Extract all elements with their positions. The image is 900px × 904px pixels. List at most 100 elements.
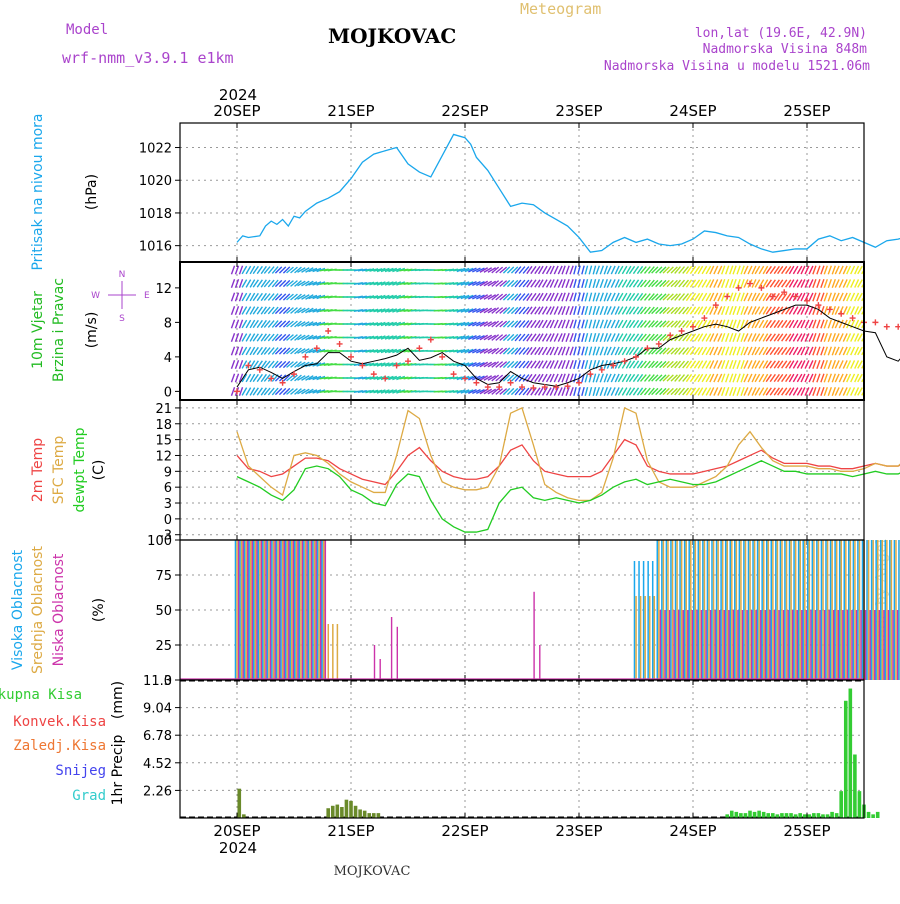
wind-arrow	[562, 374, 565, 382]
wind-arrow	[733, 266, 736, 274]
wind-gust-point	[485, 384, 491, 390]
wind-arrow	[828, 333, 831, 341]
wind-gust-point	[302, 354, 308, 360]
wind-arrow	[570, 266, 573, 274]
wind-arrow	[582, 333, 584, 342]
cloud-bar-low	[664, 610, 666, 680]
cloud-bar-low	[728, 610, 730, 680]
wind-arrow	[558, 360, 562, 368]
wind-arrow	[817, 374, 820, 382]
wind-arrow	[748, 333, 752, 341]
pressure-ytick-label: 1022	[139, 142, 172, 157]
precip-bar	[839, 791, 843, 818]
cloud-bar-mid	[763, 540, 765, 680]
wind-arrow	[718, 306, 722, 314]
wind-arrow	[611, 347, 615, 355]
wind-arrow	[235, 306, 238, 314]
wind-arrow	[835, 347, 839, 355]
wind-arrow	[722, 333, 725, 341]
cloud-bar-low	[783, 610, 785, 680]
precip-bar	[744, 813, 748, 818]
cloud-bar-low	[270, 540, 272, 680]
cloud-bar-mid	[318, 540, 320, 680]
wind-arrow	[839, 360, 843, 368]
cloud-bar-mid	[296, 540, 298, 680]
wind-arrow	[866, 361, 871, 369]
wind-arrow	[574, 279, 576, 288]
cloud-bar-mid	[690, 540, 692, 680]
wind-arrow	[589, 387, 591, 396]
wind-arrow	[714, 333, 718, 341]
wind-arrow	[869, 280, 874, 288]
cloud-bar-mid	[727, 540, 729, 680]
wind-arrow	[813, 360, 816, 368]
cloud-bar-mid	[309, 540, 311, 680]
wind-arrow	[554, 306, 558, 314]
wind-arrow	[813, 320, 816, 328]
precip-bar	[766, 813, 770, 818]
wind-arrow	[873, 388, 878, 396]
cloud-bar-high	[652, 561, 654, 680]
wind-arrow	[821, 347, 824, 355]
precip-bar	[812, 813, 816, 818]
wind-arrow	[733, 387, 736, 395]
wind-arrow	[726, 347, 729, 355]
precip-bar	[739, 813, 743, 818]
wind-arrow	[741, 360, 744, 368]
wind-arrow	[574, 374, 576, 383]
wind-arrow	[543, 320, 548, 328]
wind-gust-point	[553, 384, 559, 390]
wind-arrow	[231, 347, 234, 355]
cloud-bar-high	[793, 540, 795, 680]
wind-arrow	[235, 320, 238, 328]
cloud-bar-low	[247, 540, 249, 680]
wind-arrow	[714, 387, 718, 395]
wind-arrow	[726, 266, 729, 274]
page-title: MOJKOVAC	[328, 24, 456, 48]
cloud-bar-high	[647, 561, 649, 680]
cloud-bar-mid	[245, 540, 247, 680]
cloud-bar-mid	[640, 596, 642, 680]
cloud-bar-low	[320, 540, 322, 680]
wind-arrow	[884, 374, 889, 381]
wind-arrow	[607, 347, 611, 355]
cloud-bar-mid	[644, 596, 646, 680]
cloud-bar-low	[897, 610, 899, 680]
cloud-bar-high	[235, 540, 237, 680]
footer-label: MOJKOVAC	[334, 864, 411, 879]
wind-arrow	[574, 306, 576, 315]
wind-arrow	[891, 348, 897, 355]
wind-arrow	[748, 387, 752, 395]
cloud-bar-mid	[328, 624, 330, 680]
cloud-bar-low	[315, 540, 317, 680]
wind-arrow	[817, 320, 820, 328]
cloud-bar-low	[792, 610, 794, 680]
wind-arrow	[578, 320, 580, 329]
cloud-bar-low	[787, 610, 789, 680]
wind-arrow	[611, 387, 615, 395]
wind-arrow	[722, 279, 725, 287]
wind-arrow	[718, 387, 722, 395]
wind-arrow	[611, 293, 615, 301]
wind-arrow	[722, 387, 725, 395]
wind-arrow	[880, 266, 885, 273]
cloud-bar-low	[737, 610, 739, 680]
wind-arrow	[235, 266, 238, 274]
wind-arrow	[824, 279, 827, 287]
wind-arrow	[851, 306, 855, 314]
wind-arrow	[246, 374, 251, 382]
pressure-ytick-label: 1016	[139, 240, 172, 255]
cloud-bar-low	[311, 540, 313, 680]
wind-arrow	[873, 361, 878, 369]
wind-arrow	[866, 280, 871, 288]
wind-arrow	[813, 293, 816, 301]
cloud-bar-low	[760, 610, 762, 680]
cloud-bar-mid	[868, 540, 870, 680]
wind-arrow	[832, 387, 835, 395]
wind-arrow	[828, 266, 831, 274]
precip-bar	[377, 813, 381, 818]
wind-arrow	[741, 387, 744, 395]
wind-arrow	[835, 360, 839, 368]
cloud-bar-high	[638, 561, 640, 680]
